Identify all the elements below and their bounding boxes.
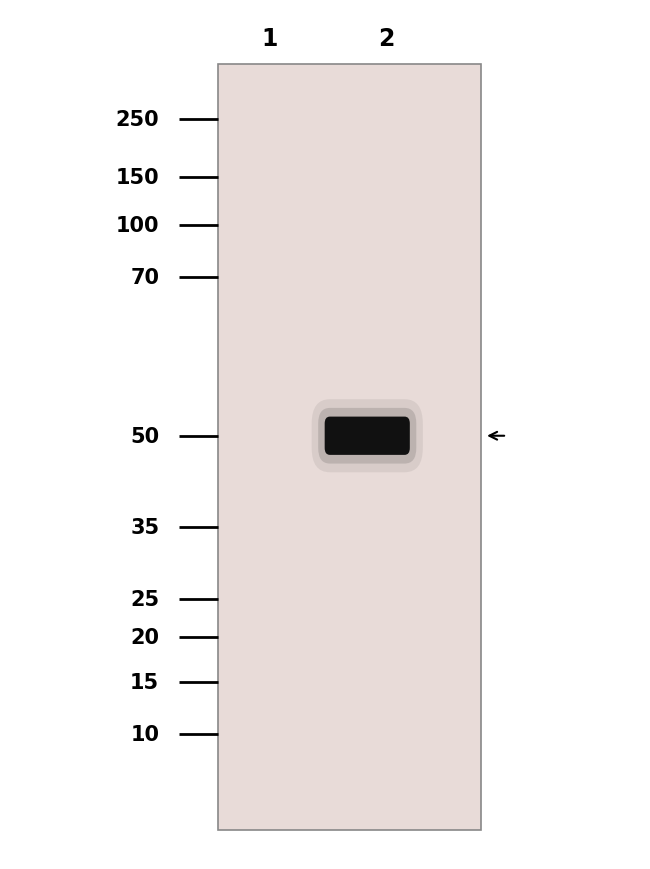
Text: 50: 50 [130,427,159,446]
Text: 35: 35 [130,518,159,537]
Text: 20: 20 [130,627,159,647]
Text: 1: 1 [261,27,278,51]
Text: 70: 70 [130,269,159,288]
Text: 250: 250 [116,110,159,129]
Bar [218,65,481,830]
FancyBboxPatch shape [324,417,410,455]
FancyBboxPatch shape [318,408,416,464]
Text: 10: 10 [130,725,159,744]
Text: 15: 15 [130,673,159,692]
Text: 100: 100 [116,216,159,235]
FancyBboxPatch shape [311,400,422,473]
Text: 2: 2 [378,27,395,51]
Text: 25: 25 [130,590,159,609]
Text: 150: 150 [116,169,159,188]
